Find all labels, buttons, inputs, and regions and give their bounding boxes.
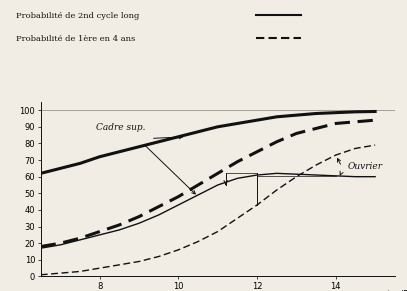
Text: Ouvrier: Ouvrier [348,162,383,171]
Text: Probabilité de 1ère en 4 ans: Probabilité de 1ère en 4 ans [16,35,136,43]
Text: Probabilité de 2nd cycle long: Probabilité de 2nd cycle long [16,12,140,19]
Text: Cadre sup.: Cadre sup. [96,123,145,132]
X-axis label: notes/5ème: notes/5ème [377,290,407,291]
